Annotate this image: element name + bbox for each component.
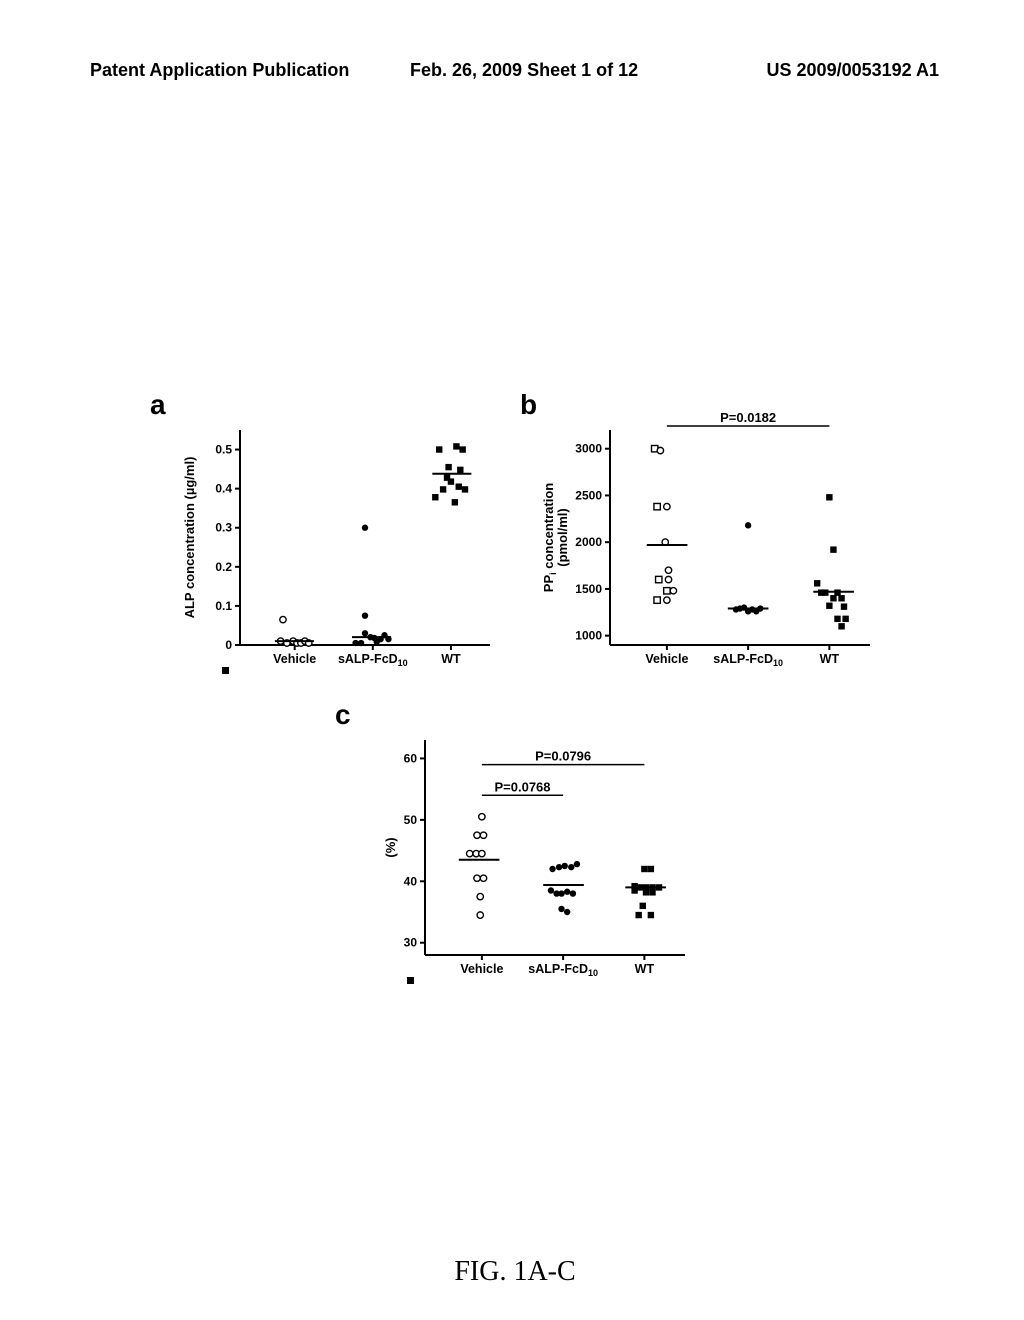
figure-svg: a 0 0.1 0.2 0.3 0.4 0.5 Vehicle sALP-FcD10 WT ALP …	[130, 380, 900, 1300]
svg-text:P=0.0768: P=0.0768	[494, 779, 550, 794]
header-center: Feb. 26, 2009 Sheet 1 of 12	[410, 60, 638, 81]
svg-text:Vehicle: Vehicle	[460, 962, 503, 976]
svg-text:60: 60	[404, 751, 418, 765]
svg-text:(%): (%)	[383, 837, 398, 857]
svg-text:(pmol/ml): (pmol/ml)	[555, 508, 570, 567]
svg-text:0.2: 0.2	[215, 560, 232, 574]
svg-text:0.1: 0.1	[215, 599, 232, 613]
svg-text:1500: 1500	[575, 582, 602, 596]
svg-text:WT: WT	[820, 652, 840, 666]
svg-text:P=0.0182: P=0.0182	[720, 410, 776, 425]
svg-text:P=0.0796: P=0.0796	[535, 749, 591, 764]
svg-text:a: a	[150, 389, 166, 420]
svg-text:sALP-FcD10: sALP-FcD10	[528, 962, 598, 978]
figure-caption: FIG. 1A-C	[130, 1256, 900, 1288]
svg-text:30: 30	[404, 936, 418, 950]
svg-text:c: c	[335, 699, 351, 730]
svg-text:b: b	[520, 389, 537, 420]
svg-text:1000: 1000	[575, 629, 602, 643]
figure-container: a 0 0.1 0.2 0.3 0.4 0.5 Vehicle sALP-FcD10 WT ALP …	[130, 380, 900, 1300]
svg-text:3000: 3000	[575, 442, 602, 456]
svg-text:Vehicle: Vehicle	[645, 652, 688, 666]
svg-text:40: 40	[404, 874, 418, 888]
svg-text:Vehicle: Vehicle	[273, 652, 316, 666]
svg-text:2000: 2000	[575, 535, 602, 549]
header-right: US 2009/0053192 A1	[767, 60, 939, 81]
svg-text:WT: WT	[635, 962, 655, 976]
svg-text:50: 50	[404, 813, 418, 827]
svg-text:WT: WT	[441, 652, 461, 666]
svg-text:0: 0	[225, 638, 232, 652]
svg-text:sALP-FcD10: sALP-FcD10	[713, 652, 783, 668]
svg-text:0.4: 0.4	[215, 482, 232, 496]
svg-text:ALP concentration (µg/ml): ALP concentration (µg/ml)	[182, 457, 197, 619]
svg-text:0.5: 0.5	[215, 443, 232, 457]
svg-text:0.3: 0.3	[215, 521, 232, 535]
header-left: Patent Application Publication	[90, 60, 349, 81]
svg-text:sALP-FcD10: sALP-FcD10	[338, 652, 408, 668]
svg-text:2500: 2500	[575, 488, 602, 502]
